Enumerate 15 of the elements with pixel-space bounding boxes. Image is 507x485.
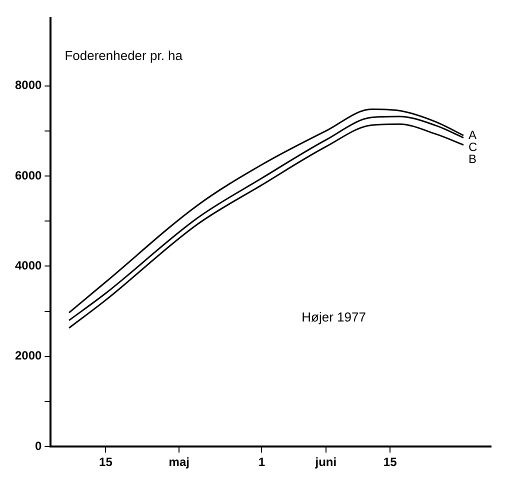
y-tick-label: 4000 bbox=[14, 258, 42, 273]
y-tick-label: 0 bbox=[35, 438, 42, 453]
y-tick-label: 8000 bbox=[14, 78, 42, 92]
x-tick-label: 15 bbox=[99, 455, 113, 470]
x-tick-label: juni bbox=[314, 455, 337, 470]
y-tick-label: 6000 bbox=[14, 168, 42, 182]
y-axis-title: Foderenheder pr. ha bbox=[64, 48, 184, 63]
x-tick-label: 15 bbox=[383, 455, 398, 470]
x-tick-label: maj bbox=[168, 455, 190, 470]
series-label: C bbox=[468, 140, 478, 154]
annotation: Højer 1977 bbox=[302, 310, 366, 325]
x-tick-label: 1 bbox=[258, 455, 266, 470]
series-label: B bbox=[468, 152, 476, 166]
y-tick-label: 2000 bbox=[14, 348, 42, 363]
series-label: A bbox=[468, 128, 476, 142]
